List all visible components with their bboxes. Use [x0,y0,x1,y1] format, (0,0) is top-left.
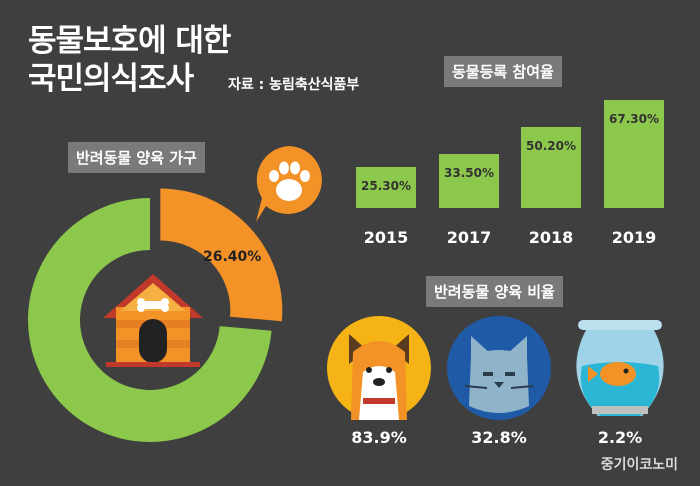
bar-value-label: 33.50% [444,166,494,181]
dog-percent: 83.9% [351,428,407,447]
household-label: 반려동물 양육 가구 [68,142,205,173]
cat-percent: 32.8% [471,428,527,447]
registration-bar-2018: 50.20% [521,127,581,208]
registration-bar-2019: 67.30% [604,100,664,208]
fishbowl-icon [576,320,664,416]
paw-bubble-icon [256,146,322,222]
donut-slice-other [27,198,272,442]
year-label-2017: 2017 [446,228,492,247]
bar-value-label: 67.30% [609,112,659,126]
household-percent: 26.40% [203,249,262,265]
bar-value-label: 50.20% [526,139,576,154]
cat-icon [447,316,551,420]
title-line-2: 국민의식조사 [28,61,194,97]
year-label-2018: 2018 [528,228,574,247]
registration-bar-2017: 33.50% [439,154,499,208]
dog-icon [327,316,431,420]
registration-label: 동물등록 참여율 [444,56,562,87]
title-line-1: 동물보호에 대한 [28,23,231,59]
brand-logo: 중기이코노미 [600,457,678,473]
source-note: 자료 : 농림축산식품부 [228,77,360,93]
year-label-2019: 2019 [611,228,657,247]
doghouse-icon [103,274,203,367]
year-label-2015: 2015 [363,228,409,247]
ratio-label: 반려동물 양육 비율 [426,276,563,307]
bar-value-label: 25.30% [361,179,411,194]
household-donut [27,188,283,442]
fish-percent: 2.2% [597,428,643,447]
donut-slice-household [160,188,283,322]
registration-bar-2015: 25.30% [356,167,416,208]
page-title: 동물보호에 대한 국민의식조사 [28,22,231,98]
